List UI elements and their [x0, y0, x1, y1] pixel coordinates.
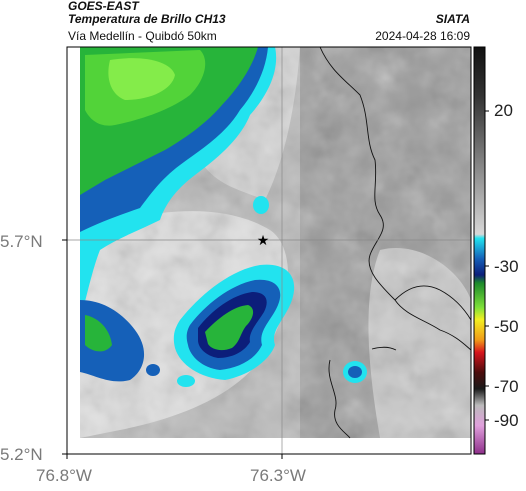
cell-green [205, 305, 254, 351]
cell-small-blue [348, 366, 362, 378]
colorbar-label-20: 20 [494, 101, 513, 120]
cell-mini2-cyan [177, 375, 195, 387]
star-icon: ★ [257, 233, 270, 249]
organization-label: SIATA [435, 12, 470, 26]
lon-label-76-8: 76.8°W [36, 466, 92, 485]
lon-label-76-3: 76.3°W [250, 466, 306, 485]
plot-border [66, 46, 472, 455]
colorbar-label-minus30: -30 [494, 257, 519, 276]
satellite-name: GOES-EAST [68, 0, 139, 13]
department-boundary-branch [394, 285, 471, 321]
colorbar-label-minus70: -70 [494, 377, 519, 396]
cell-mini-cyan [253, 196, 269, 214]
department-boundary-tick [371, 346, 397, 351]
cell-mini3-blue [146, 364, 160, 376]
colorbar-label-minus90: -90 [494, 411, 519, 430]
department-boundary [319, 47, 471, 351]
product-title: Temperatura de Brillo CH13 [68, 12, 226, 26]
route-subtitle: Vía Medellín - Quibdó 50km [68, 29, 217, 43]
lat-label-5-2: 5.2°N [0, 445, 43, 464]
cold-cloud-core [108, 58, 175, 100]
cold-cloud-left-green [85, 315, 112, 352]
timestamp: 2024-04-28 16:09 [375, 29, 470, 43]
department-boundary-south [328, 359, 351, 439]
colorbar [473, 46, 486, 455]
colorbar-label-minus50: -50 [494, 317, 519, 336]
lat-label-5-7: 5.7°N [0, 232, 43, 251]
